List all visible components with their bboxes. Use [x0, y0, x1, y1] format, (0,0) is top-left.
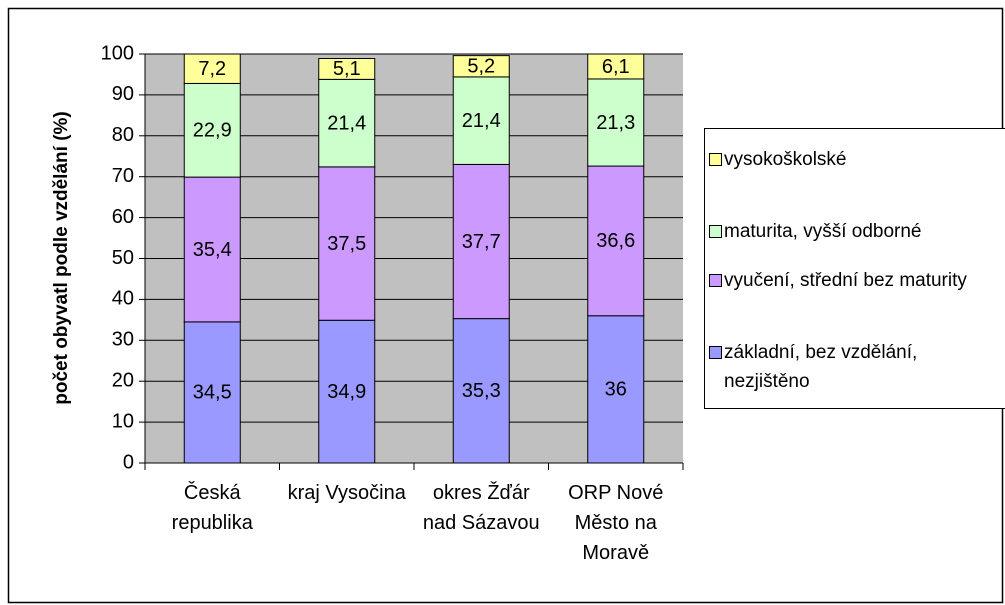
bar-segment [183, 82, 241, 178]
y-tick-label: 30 [112, 329, 134, 351]
value-label: 34,9 [327, 381, 366, 403]
legend-label: maturita, vyšší odborné [724, 221, 922, 242]
value-label: 6,1 [602, 56, 630, 78]
legend-label: vyučení, střední bez maturity [724, 270, 967, 291]
bar-segment [318, 57, 376, 80]
bar-segment [318, 319, 376, 464]
bar-segment [452, 318, 510, 464]
y-tick-label: 50 [112, 247, 134, 269]
legend-item: maturita, vyšší odborné [709, 217, 999, 246]
bar-segment [452, 76, 510, 165]
value-label: 37,5 [327, 233, 366, 255]
y-tick-label: 80 [112, 124, 134, 146]
y-tick-label: 100 [101, 42, 134, 64]
x-tick-label: kraj Vysočina [287, 482, 406, 504]
value-label: 5,1 [333, 58, 361, 80]
x-tick-label: ORP Nové Město na Moravě [568, 482, 664, 564]
bar-segment [183, 176, 241, 323]
value-label: 5,2 [467, 56, 495, 78]
legend-item: základní, bez vzdělání, nezjištěno [709, 338, 999, 396]
y-axis-label: počet obyvatl podle vzdělání (%) [51, 111, 72, 405]
legend-swatch [709, 225, 722, 238]
value-label: 35,3 [462, 380, 501, 402]
legend-item: vysokoškolské [709, 145, 999, 174]
bar-segment [587, 165, 645, 317]
legend-box [704, 128, 1005, 409]
legend-label: základní, bez vzdělání, nezjištěno [724, 342, 918, 392]
y-tick-label: 70 [112, 165, 134, 187]
bar-segment [183, 321, 241, 464]
y-tick-label: 40 [112, 288, 134, 310]
value-label: 36,6 [596, 230, 635, 252]
x-tick-label: Česká republika [171, 482, 253, 534]
value-label: 21,3 [596, 112, 635, 134]
value-label: 21,4 [327, 112, 366, 134]
legend-swatch [709, 346, 722, 359]
y-tick-label: 90 [112, 83, 134, 105]
y-tick-label: 20 [112, 369, 134, 391]
value-label: 35,4 [193, 239, 232, 261]
y-tick-label: 60 [112, 206, 134, 228]
legend-swatch [709, 153, 722, 166]
value-label: 36 [605, 379, 627, 401]
value-label: 7,2 [198, 58, 226, 80]
bar-segment [452, 163, 510, 320]
bar-segment [318, 166, 376, 321]
x-tick-label: okres Žďár nad Sázavou [422, 482, 540, 534]
legend-swatch [709, 274, 722, 287]
y-tick-label: 0 [123, 451, 134, 473]
value-label: 37,7 [462, 231, 501, 253]
y-tick-label: 10 [112, 410, 134, 432]
legend-item: vyučení, střední bez maturity [709, 266, 999, 295]
bar-segment [587, 78, 645, 167]
value-label: 22,9 [193, 120, 232, 142]
bar-segment [587, 53, 645, 80]
value-label: 21,4 [462, 110, 501, 132]
bar-segment [452, 55, 510, 78]
value-label: 34,5 [193, 382, 232, 404]
bar-segment [318, 78, 376, 168]
legend-label: vysokoškolské [724, 149, 847, 170]
bar-segment [183, 53, 241, 84]
